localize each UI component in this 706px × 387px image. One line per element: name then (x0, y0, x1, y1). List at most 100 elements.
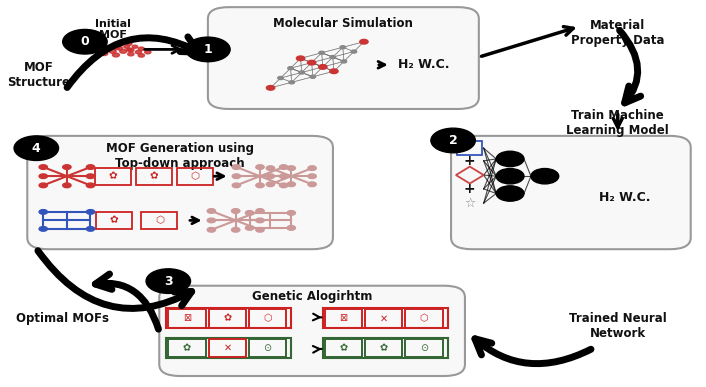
Text: MOF
Structure: MOF Structure (8, 61, 71, 89)
Text: ⬡: ⬡ (190, 171, 199, 181)
Circle shape (39, 210, 47, 214)
Circle shape (132, 45, 138, 48)
Circle shape (138, 47, 145, 51)
Circle shape (207, 209, 215, 213)
Circle shape (126, 42, 132, 45)
FancyArrowPatch shape (145, 46, 180, 53)
Bar (323, 338, 448, 358)
Text: Material
Property Data: Material Property Data (571, 19, 664, 47)
Bar (208, 339, 246, 357)
FancyArrowPatch shape (481, 27, 573, 56)
Text: ⬡: ⬡ (263, 313, 272, 324)
Bar (249, 339, 287, 357)
Circle shape (232, 165, 241, 170)
Circle shape (280, 174, 288, 178)
Circle shape (330, 56, 335, 59)
Circle shape (277, 77, 283, 80)
Bar (168, 309, 206, 328)
Circle shape (496, 168, 524, 184)
Circle shape (39, 183, 47, 188)
Circle shape (63, 29, 107, 54)
Bar (325, 339, 362, 357)
Circle shape (86, 174, 95, 178)
Circle shape (136, 50, 142, 54)
Bar (141, 212, 177, 229)
Circle shape (299, 71, 304, 74)
Circle shape (266, 166, 275, 170)
Circle shape (341, 60, 347, 63)
Text: ⊠: ⊠ (340, 313, 347, 324)
Text: +: + (464, 154, 476, 168)
Circle shape (256, 209, 264, 213)
Bar (166, 308, 292, 329)
Text: ✿: ✿ (108, 171, 117, 181)
Text: ⊙: ⊙ (263, 343, 272, 353)
Bar (323, 308, 448, 329)
Text: ✕: ✕ (380, 313, 388, 324)
Circle shape (246, 211, 253, 215)
Circle shape (207, 228, 215, 232)
Bar (325, 309, 362, 328)
Text: Trained Neural
Network: Trained Neural Network (569, 312, 666, 340)
Circle shape (297, 56, 305, 61)
Circle shape (120, 50, 126, 53)
Circle shape (256, 218, 264, 223)
Circle shape (232, 174, 241, 178)
Bar (405, 309, 443, 328)
Circle shape (128, 52, 134, 56)
Text: ✕: ✕ (223, 343, 232, 353)
Circle shape (246, 226, 253, 230)
Bar (96, 212, 132, 229)
Circle shape (124, 45, 129, 48)
Circle shape (101, 47, 108, 51)
Circle shape (266, 174, 275, 178)
Text: Initial
MOF: Initial MOF (95, 19, 131, 40)
Circle shape (308, 60, 316, 65)
Circle shape (146, 269, 191, 293)
FancyBboxPatch shape (160, 286, 465, 376)
Bar (365, 309, 402, 328)
Text: ✿: ✿ (223, 313, 232, 324)
Text: ✿: ✿ (340, 343, 347, 353)
Text: ⬡: ⬡ (419, 313, 429, 324)
Text: Optimal MOFs: Optimal MOFs (16, 312, 109, 325)
Text: Genetic Alogirhtm: Genetic Alogirhtm (252, 289, 372, 303)
Bar (136, 168, 172, 185)
Circle shape (117, 43, 123, 46)
Circle shape (288, 67, 294, 70)
Text: MOF Generation using
Top-down approach: MOF Generation using Top-down approach (106, 142, 254, 170)
Bar (166, 338, 292, 358)
Bar (168, 339, 206, 357)
Circle shape (86, 183, 95, 188)
Bar (249, 309, 287, 328)
Bar (457, 141, 482, 155)
Circle shape (351, 50, 357, 53)
Circle shape (431, 128, 475, 153)
Text: 4: 4 (32, 142, 41, 155)
Text: ⬡: ⬡ (155, 216, 164, 225)
Circle shape (232, 183, 241, 188)
Text: Molecular Simulation: Molecular Simulation (273, 17, 413, 30)
Text: ☆: ☆ (464, 197, 475, 210)
Circle shape (360, 39, 368, 44)
Circle shape (531, 168, 558, 184)
Circle shape (340, 46, 346, 49)
Circle shape (63, 165, 71, 170)
Circle shape (232, 209, 240, 213)
Circle shape (138, 54, 145, 57)
Text: 2: 2 (449, 134, 457, 147)
Circle shape (14, 136, 59, 161)
Circle shape (256, 228, 264, 232)
Text: Train Machine
Learning Model: Train Machine Learning Model (566, 109, 669, 137)
Circle shape (319, 51, 325, 54)
Bar (176, 168, 213, 185)
Text: 3: 3 (164, 275, 172, 288)
FancyArrowPatch shape (614, 115, 622, 127)
Circle shape (128, 48, 134, 52)
Circle shape (308, 166, 316, 170)
Text: ✿: ✿ (380, 343, 388, 353)
Circle shape (266, 86, 275, 90)
Text: ✿: ✿ (109, 216, 119, 225)
Text: +: + (464, 182, 476, 196)
Circle shape (318, 65, 327, 69)
